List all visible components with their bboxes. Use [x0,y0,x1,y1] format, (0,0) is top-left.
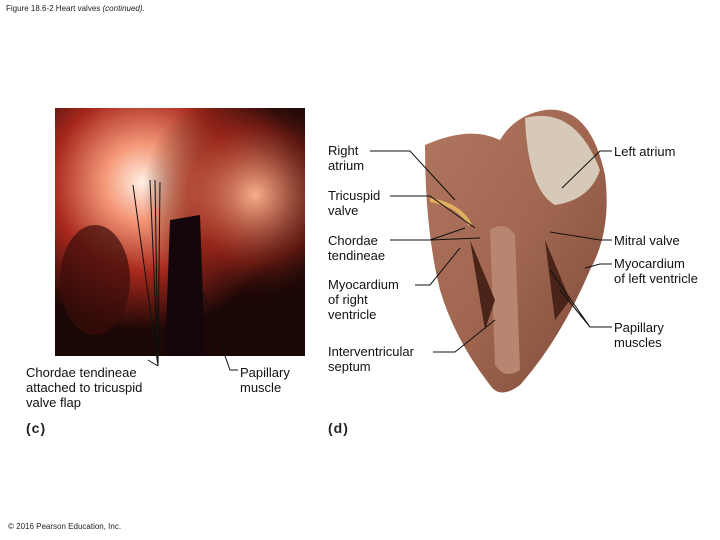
label: Papillary muscles [614,320,664,350]
label: Interventricular septum [328,344,414,374]
label: Papillary muscle [240,365,290,395]
panel-tag: (d) [328,420,349,436]
photo-c [55,108,305,356]
copyright: © 2016 Pearson Education, Inc. [8,522,122,531]
title-text: Figure 18.6-2 Heart valves [6,4,101,13]
label: Left atrium [614,144,676,159]
label: Tricuspid valve [328,188,381,218]
panel-tag: (c) [26,420,47,436]
title-note: (continued). [102,4,145,13]
label: Myocardium of right ventricle [328,277,399,322]
photo-d [425,109,607,393]
leader-lines [132,150,612,371]
figure-title: Figure 18.6-2 Heart valves (continued). [6,4,145,13]
label: Mitral valve [614,233,680,248]
label: Chordae tendineae [328,233,386,263]
label: Myocardium of left ventricle [614,256,698,286]
label: Chordae tendineae attached to tricuspid … [26,365,143,410]
label: Right atrium [328,143,365,173]
